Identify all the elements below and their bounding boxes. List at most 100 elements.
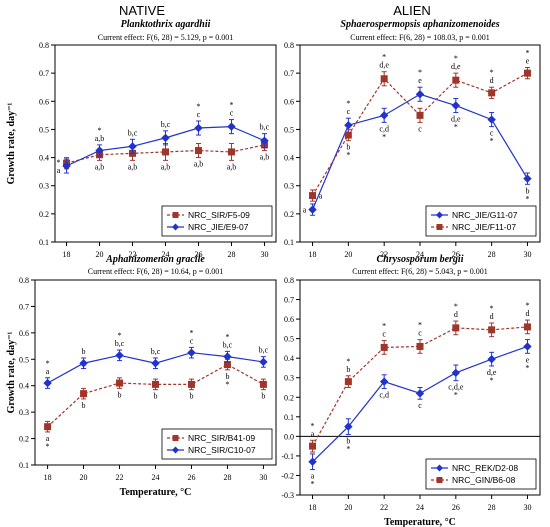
series-NRC_JIE/F11-07: ab ** d,ec* d,e* d* e [309,49,531,202]
data-point [259,357,268,367]
data-label-line: c,d,e [448,383,464,392]
data-point [227,122,236,131]
y-tick-label: 0.3 [19,408,29,417]
legend-swatch-marker [436,464,443,472]
data-label-line: a,b [161,162,171,171]
y-axis-label: Growth rate, day⁻¹ [6,103,17,185]
chart-panel-3: Aphanizomenon gracile Current effect: F(6… [6,254,277,498]
y-tick-label: 0.6 [19,329,29,338]
data-label-line: * [189,328,193,337]
data-point [194,147,202,155]
data-label-line: d [490,312,494,321]
legend-swatch-marker [172,435,179,441]
data-point [344,121,353,130]
legend-box [425,458,537,490]
data-label-line: b,c [260,123,270,132]
data-point [379,111,389,120]
data-point [487,354,496,364]
data-label: b * [225,372,229,389]
y-tick-label: 0.8 [284,276,294,285]
series-NRC_SIR/C10-07: * ab* b,cb,c* c * b,cb,c [43,328,269,389]
data-label: * a,b [95,126,105,143]
data-point [309,442,317,450]
data-label: b,c [259,346,269,355]
legend-box [425,205,537,237]
data-label: b,c [151,347,161,356]
data-label-line: e [418,76,422,85]
data-point [161,133,170,143]
data-label: a [303,206,307,215]
data-label: b [261,392,265,401]
chart-panel-4: Chrysosporum bergii Current effect: F(6, … [281,254,541,527]
data-label-line: * [490,304,494,313]
data-point [308,457,317,466]
x-axis-label: Temperature, °C [120,487,192,498]
data-label: a,b [95,162,105,171]
data-label-line: * [418,321,422,330]
data-label-line: * [229,101,233,110]
data-label-line: * [225,380,229,389]
data-label: * d [525,301,529,318]
y-tick-label: 0.5 [19,355,29,364]
data-label: c,d [379,390,389,399]
x-tick-label: 26 [452,503,460,512]
data-label-line: e [526,355,530,364]
data-label: c [418,401,422,410]
x-tick-label: 30 [259,473,267,482]
data-label: * d,e [451,54,461,71]
y-tick-label: 0.1 [284,413,294,422]
data-point [80,390,88,398]
series-NRC_SIR/F5-09: a,b a,b a,b a,b a,b a,b [63,138,269,171]
data-label: a,b [227,162,237,171]
data-label-line: c [418,401,422,410]
data-label-line: a,b [95,162,105,171]
chart-title: Chrysosporum bergii [377,254,464,265]
data-label: a * [311,472,315,489]
data-label-line: a [46,367,50,376]
data-label-line: c [490,129,494,138]
data-label-line: a [303,206,307,215]
y-tick-label: 0.2 [39,210,49,219]
y-tick-label: 0.8 [284,41,294,50]
y-tick-label: 0.6 [39,97,49,106]
x-tick-label: 22 [380,250,388,259]
data-label-line: * [98,126,102,135]
data-point [379,377,389,386]
data-label-line: * [346,99,350,108]
data-point [187,380,195,388]
data-label-line: * [454,123,458,132]
data-label-line: b [154,392,158,401]
legend: NRC_SIR/F5-09 NRC_JIE/E9-07 [161,205,273,237]
data-label-line: b,c [223,340,233,349]
x-tick-label: 22 [116,473,124,482]
chart-subtitle: Current effect: F(6, 28) = 108.03, p = 0… [350,33,490,42]
data-label-line: a,b [95,134,105,143]
chart-title: Aphanizomenon gracile [105,254,205,265]
legend-box [161,205,273,237]
data-point [62,161,71,171]
chart-title: Sphaerospermopsis aphanizomenoides [340,19,499,30]
data-point [309,192,317,200]
data-label-line: d,e [487,368,497,377]
y-tick-label: 0.2 [19,435,29,444]
y-tick-label: 0.4 [284,354,294,363]
data-label-line: d,e [379,61,389,70]
data-point [344,378,352,386]
data-point [523,174,532,183]
y-tick-label: 0.2 [284,393,294,402]
data-point [415,90,425,99]
data-label-line: * [118,331,122,340]
data-label-line: c [230,109,234,118]
data-label-line: b [225,372,229,381]
data-label-line: b [82,347,86,356]
x-tick-label: 20 [344,503,352,512]
data-label-line: * [382,53,386,62]
data-point [451,368,461,378]
x-tick-label: 18 [309,250,317,259]
data-label-line: * [46,359,50,368]
legend: NRC_REK/D2-08 NRC_GIN/B6-08 [425,458,537,490]
data-label-line: a [311,429,315,438]
legend: NRC_JIE/G11-07 NRC_JIE/F11-07 [425,205,537,237]
legend-label: NRC_SIR/F5-09 [188,210,250,220]
